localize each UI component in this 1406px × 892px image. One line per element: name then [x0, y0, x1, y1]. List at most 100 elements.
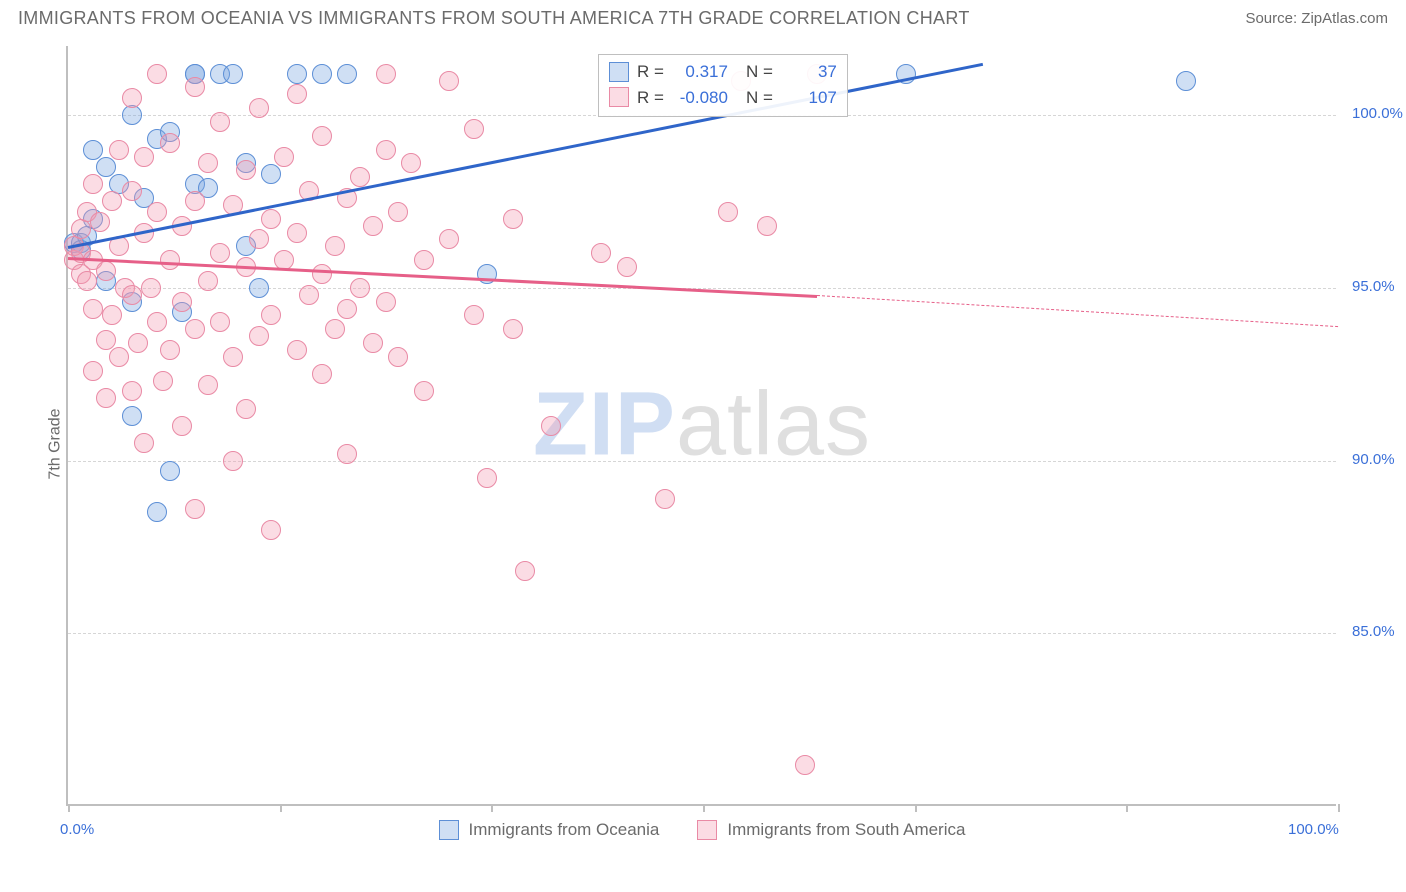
data-point-southamerica	[185, 191, 205, 211]
data-point-southamerica	[83, 174, 103, 194]
data-point-southamerica	[223, 451, 243, 471]
data-point-southamerica	[147, 312, 167, 332]
data-point-southamerica	[96, 330, 116, 350]
y-axis-title: 7th Grade	[47, 408, 65, 479]
gridline	[68, 633, 1336, 634]
x-tick	[280, 804, 282, 812]
x-tick	[703, 804, 705, 812]
data-point-oceania	[261, 164, 281, 184]
data-point-oceania	[83, 140, 103, 160]
data-point-southamerica	[147, 202, 167, 222]
legend-swatch	[697, 820, 717, 840]
data-point-southamerica	[439, 229, 459, 249]
chart-title: IMMIGRANTS FROM OCEANIA VS IMMIGRANTS FR…	[18, 8, 970, 29]
x-tick	[491, 804, 493, 812]
data-point-southamerica	[350, 278, 370, 298]
legend-swatch	[609, 87, 629, 107]
data-point-oceania	[96, 157, 116, 177]
data-point-oceania	[249, 278, 269, 298]
data-point-southamerica	[376, 140, 396, 160]
data-point-southamerica	[312, 126, 332, 146]
data-point-southamerica	[261, 209, 281, 229]
y-tick-label: 95.0%	[1352, 278, 1395, 295]
x-tick	[68, 804, 70, 812]
data-point-southamerica	[160, 250, 180, 270]
n-value: 37	[781, 59, 837, 85]
data-point-southamerica	[287, 340, 307, 360]
data-point-southamerica	[172, 292, 192, 312]
legend-item: Immigrants from South America	[697, 820, 965, 840]
data-point-southamerica	[312, 364, 332, 384]
data-point-southamerica	[439, 71, 459, 91]
data-point-southamerica	[210, 312, 230, 332]
data-point-southamerica	[503, 319, 523, 339]
data-point-southamerica	[210, 112, 230, 132]
trend-line	[817, 295, 1338, 327]
data-point-southamerica	[109, 347, 129, 367]
data-point-southamerica	[185, 77, 205, 97]
data-point-southamerica	[388, 202, 408, 222]
watermark-rest: atlas	[676, 375, 871, 475]
data-point-southamerica	[464, 119, 484, 139]
data-point-southamerica	[464, 305, 484, 325]
data-point-southamerica	[134, 433, 154, 453]
x-tick	[1338, 804, 1340, 812]
data-point-southamerica	[350, 167, 370, 187]
data-point-southamerica	[122, 381, 142, 401]
data-point-southamerica	[376, 64, 396, 84]
data-point-southamerica	[160, 133, 180, 153]
data-point-southamerica	[274, 147, 294, 167]
data-point-southamerica	[515, 561, 535, 581]
data-point-oceania	[160, 461, 180, 481]
data-point-southamerica	[185, 499, 205, 519]
data-point-oceania	[1176, 71, 1196, 91]
data-point-southamerica	[757, 216, 777, 236]
data-point-southamerica	[337, 444, 357, 464]
plot-area: ZIPatlas 85.0%90.0%95.0%100.0%0.0%100.0%…	[66, 46, 1336, 806]
data-point-southamerica	[414, 250, 434, 270]
data-point-southamerica	[503, 209, 523, 229]
data-point-southamerica	[134, 147, 154, 167]
data-point-southamerica	[325, 236, 345, 256]
data-point-southamerica	[261, 520, 281, 540]
data-point-southamerica	[414, 381, 434, 401]
data-point-southamerica	[541, 416, 561, 436]
data-point-southamerica	[102, 305, 122, 325]
r-label: R =	[637, 59, 664, 85]
data-point-southamerica	[249, 326, 269, 346]
stats-row: R =-0.080N =107	[609, 85, 837, 111]
data-point-southamerica	[102, 191, 122, 211]
data-point-southamerica	[718, 202, 738, 222]
x-tick	[1126, 804, 1128, 812]
stats-box: R =0.317N =37R =-0.080N =107	[598, 54, 848, 117]
data-point-southamerica	[325, 319, 345, 339]
y-tick-label: 85.0%	[1352, 623, 1395, 640]
x-tick	[915, 804, 917, 812]
n-value: 107	[781, 85, 837, 111]
data-point-oceania	[312, 64, 332, 84]
data-point-southamerica	[299, 285, 319, 305]
r-value: 0.317	[672, 59, 728, 85]
legend: Immigrants from Oceania Immigrants from S…	[68, 820, 1336, 840]
data-point-southamerica	[71, 219, 91, 239]
data-point-southamerica	[198, 153, 218, 173]
data-point-southamerica	[363, 333, 383, 353]
data-point-southamerica	[236, 160, 256, 180]
data-point-oceania	[287, 64, 307, 84]
data-point-southamerica	[287, 84, 307, 104]
y-tick-label: 90.0%	[1352, 451, 1395, 468]
legend-swatch	[439, 820, 459, 840]
data-point-southamerica	[795, 755, 815, 775]
legend-item: Immigrants from Oceania	[439, 820, 660, 840]
data-point-southamerica	[147, 64, 167, 84]
data-point-southamerica	[376, 292, 396, 312]
legend-label: Immigrants from South America	[727, 820, 965, 840]
data-point-southamerica	[153, 371, 173, 391]
data-point-southamerica	[401, 153, 421, 173]
data-point-southamerica	[198, 375, 218, 395]
legend-swatch	[609, 62, 629, 82]
data-point-southamerica	[77, 271, 97, 291]
r-value: -0.080	[672, 85, 728, 111]
data-point-southamerica	[96, 388, 116, 408]
data-point-southamerica	[141, 278, 161, 298]
